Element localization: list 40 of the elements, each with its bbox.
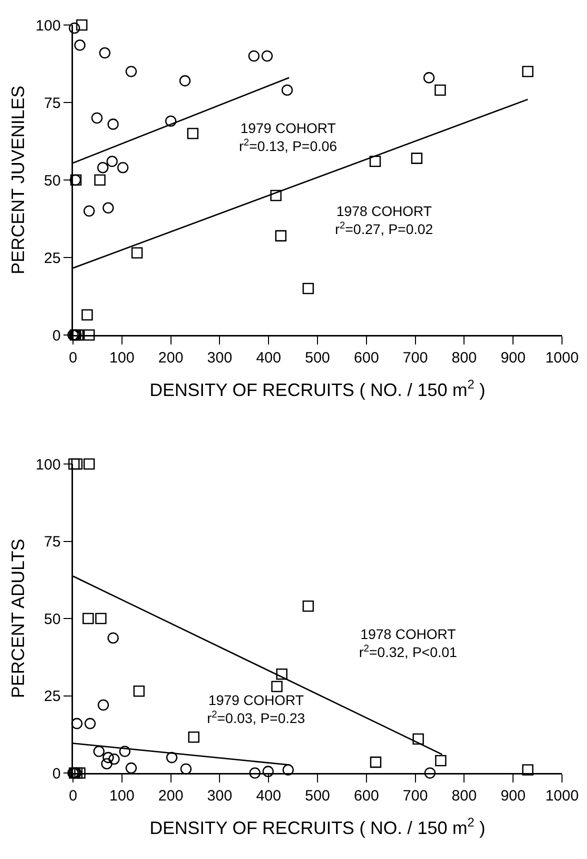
y-tick-label: 25 (44, 688, 61, 705)
y-tick-label: 50 (44, 172, 61, 190)
y-tick-label: 25 (44, 250, 61, 267)
y-tick-label: 0 (52, 765, 61, 782)
x-tick-label: 800 (452, 787, 477, 804)
x-tick-label: 0 (68, 349, 78, 366)
x-tick-label: 0 (68, 787, 78, 804)
x-axis-title: DENSITY OF RECRUITS ( NO. / 150 m$^{2}$ ) (150, 816, 486, 838)
annotation: 1978 COHORT r$^{2}$=0.27, P=0.02 (335, 203, 434, 238)
x-tick-label: 1000 (545, 787, 579, 804)
x-tick-label: 200 (158, 349, 184, 366)
x-tick-label: 200 (158, 787, 184, 804)
annotation: 1978 COHORT r$^{2}$=0.32, P<0.01 (359, 626, 458, 660)
x-tick-label: 600 (354, 787, 379, 804)
y-tick-label: 75 (44, 534, 61, 550)
x-tick-label: 700 (402, 787, 428, 804)
x-tick-label: 100 (109, 349, 134, 366)
y-tick-label: 100 (36, 17, 61, 34)
x-tick-label: 300 (207, 787, 232, 804)
x-axis-title: DENSITY OF RECRUITS ( NO. / 150 m$^{2}$ ) (150, 378, 486, 400)
x-tick-label: 700 (402, 349, 428, 366)
y-tick-label: 50 (44, 610, 61, 628)
annotation: 1979 COHORT r$^{2}$=0.13, P=0.06 (239, 120, 338, 154)
x-tick-label: 300 (207, 349, 232, 366)
x-tick-label: 900 (500, 787, 526, 804)
x-tick-label: 1000 (545, 349, 579, 366)
x-tick-label: 400 (256, 349, 282, 366)
x-tick-label: 900 (500, 349, 526, 366)
y-tick-label: 0 (52, 327, 61, 344)
y-tick-label: 75 (44, 94, 61, 112)
x-tick-label: 500 (304, 787, 330, 804)
annotation: 1979 COHORT r$^{2}$=0.03, P=0.23 (207, 692, 306, 726)
y-tick-label: 100 (36, 456, 61, 474)
x-tick-label: 600 (354, 349, 379, 366)
x-tick-label: 100 (109, 787, 134, 804)
y-axis-title: PERCENT JUVENILES (8, 86, 28, 274)
x-tick-label: 500 (304, 349, 330, 366)
y-axis-title: PERCENT ADULTS (8, 538, 28, 698)
x-tick-label: 800 (452, 349, 477, 366)
x-tick-label: 400 (256, 787, 282, 804)
